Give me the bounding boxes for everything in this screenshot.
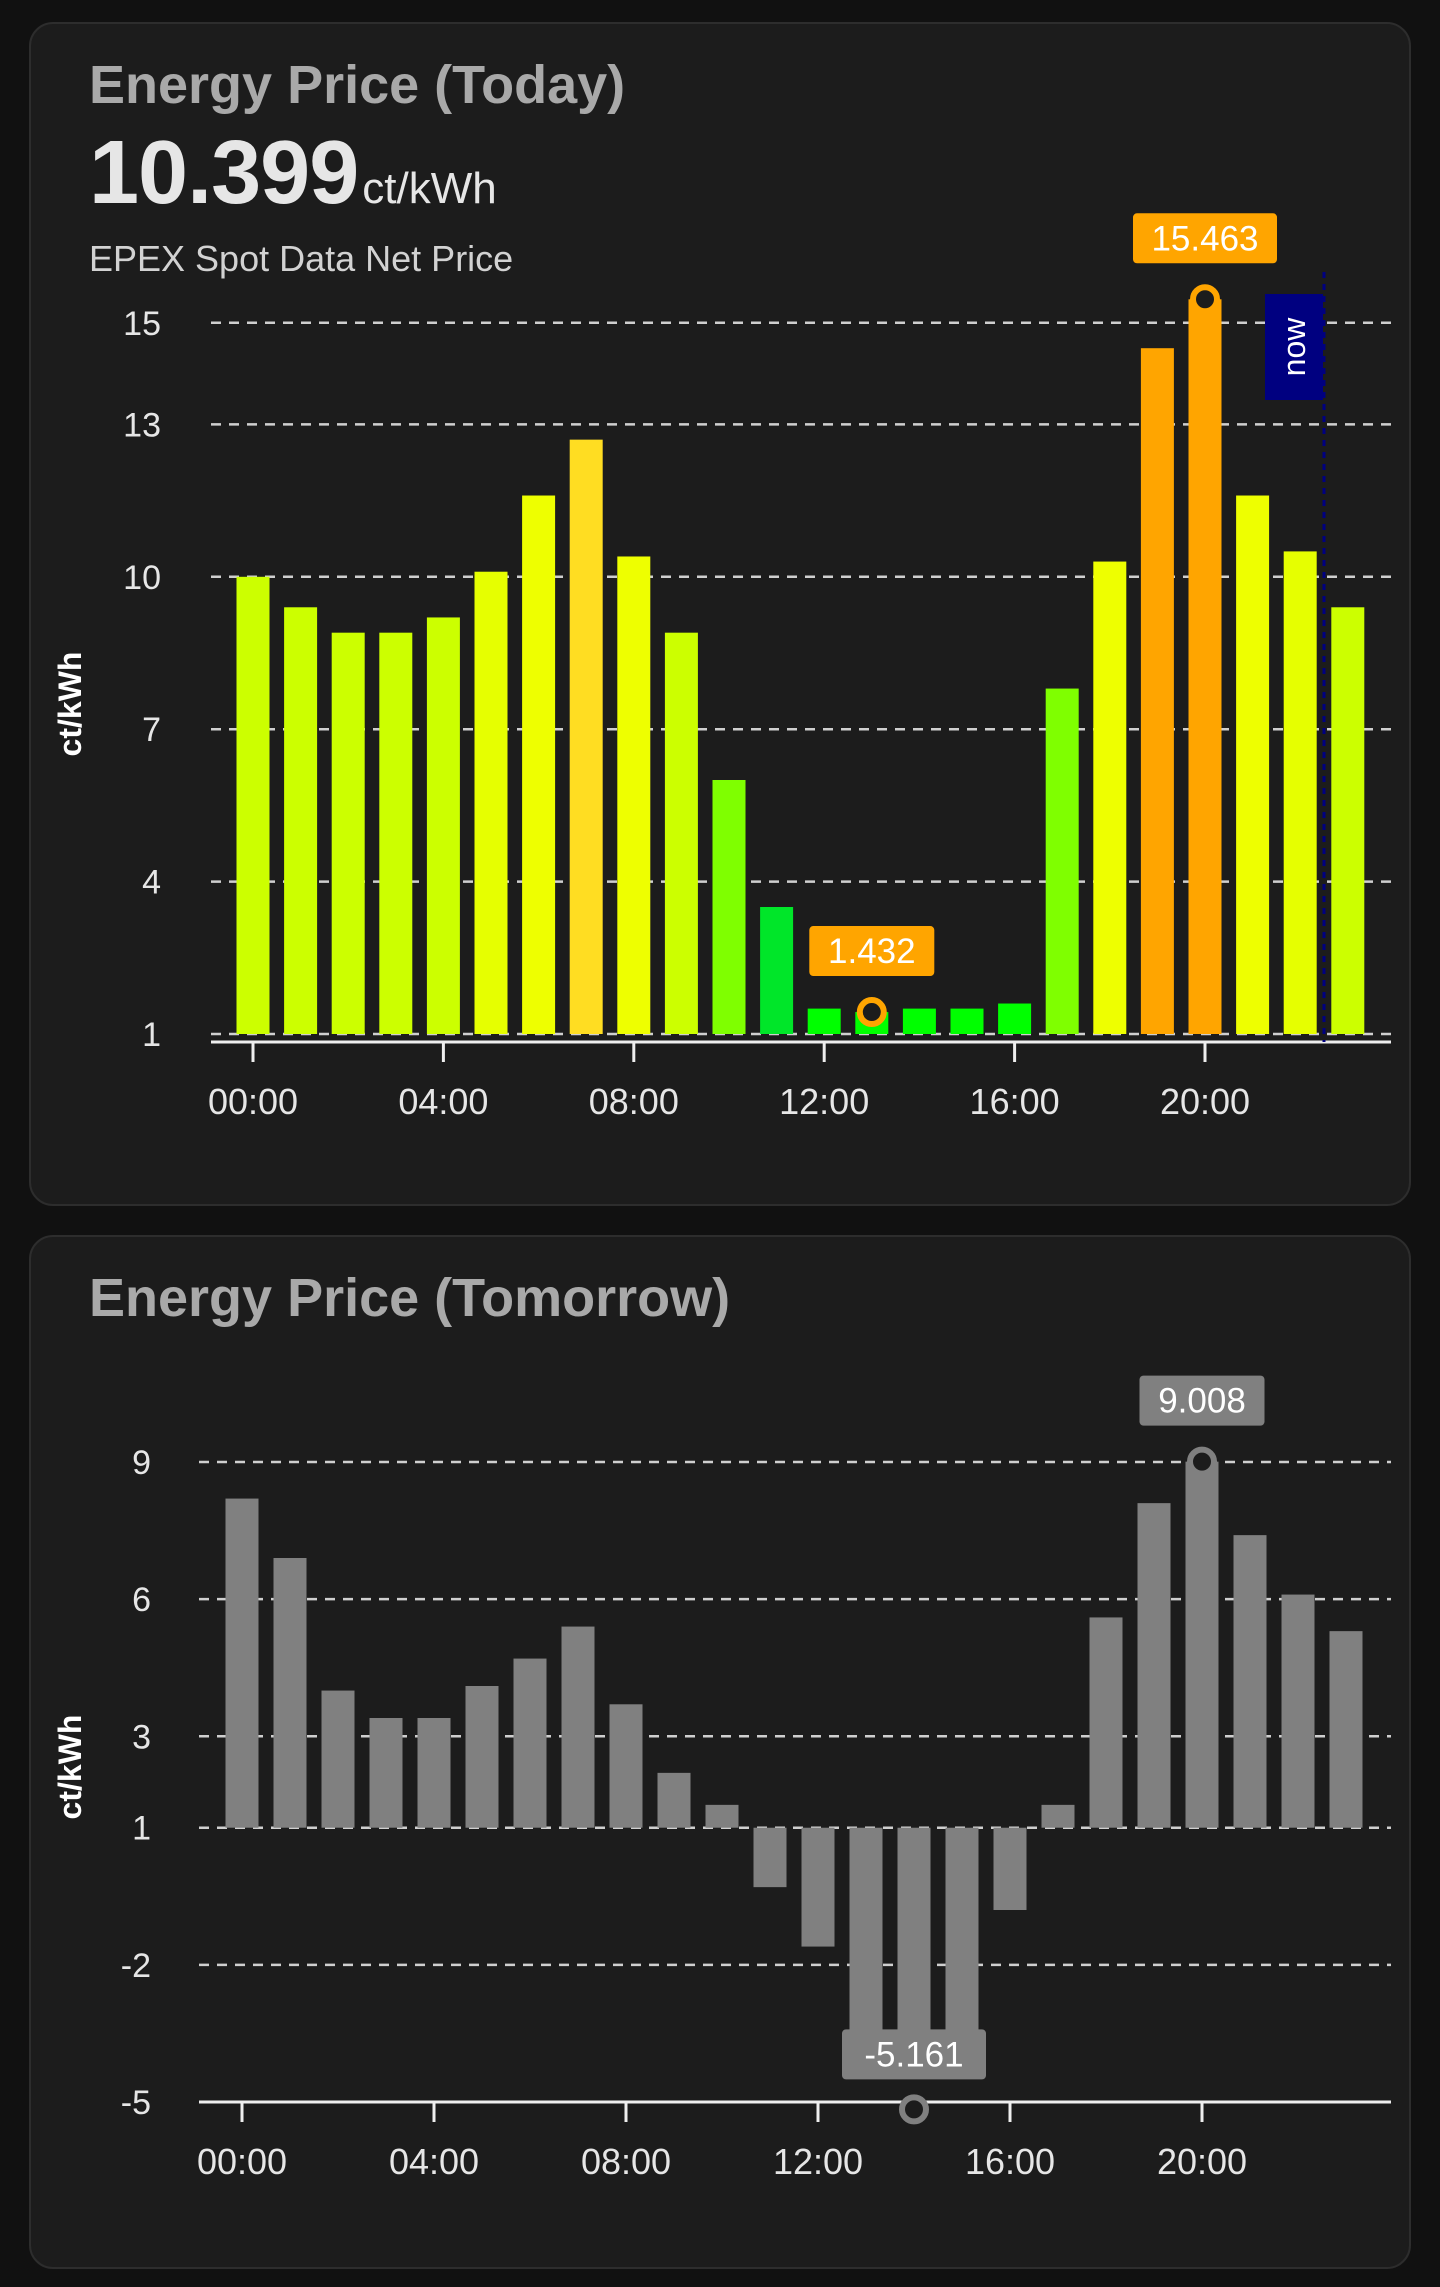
max-label-text: 9.008 bbox=[1158, 1382, 1246, 1421]
y-tick-label: 3 bbox=[132, 1718, 151, 1756]
y-tick-label: 1 bbox=[132, 1810, 151, 1848]
price-bar bbox=[664, 632, 698, 1034]
price-bar bbox=[807, 1008, 841, 1034]
y-axis-label: ct/kWh bbox=[52, 652, 88, 757]
price-bar bbox=[902, 1008, 936, 1034]
price-bar bbox=[617, 556, 651, 1034]
price-bar bbox=[760, 907, 794, 1034]
max-label-text: 15.463 bbox=[1151, 219, 1258, 258]
price-bar bbox=[1140, 348, 1174, 1034]
price-bar bbox=[1233, 1535, 1267, 1828]
price-bar bbox=[331, 632, 365, 1034]
price-bar bbox=[950, 1008, 984, 1034]
price-bar bbox=[465, 1686, 499, 1828]
y-tick-label: 9 bbox=[132, 1444, 151, 1482]
current-price: 10.399ct/kWh bbox=[89, 122, 497, 225]
price-bar bbox=[474, 571, 508, 1034]
price-bar bbox=[379, 632, 413, 1034]
y-tick-label: 15 bbox=[123, 305, 161, 343]
price-bar bbox=[426, 617, 460, 1034]
price-bar bbox=[522, 495, 556, 1034]
tomorrow-card-title: Energy Price (Tomorrow) bbox=[89, 1268, 731, 1328]
price-bar bbox=[801, 1827, 835, 1947]
x-tick-label: 16:00 bbox=[965, 2141, 1055, 2182]
price-bar bbox=[1089, 1617, 1123, 1828]
x-tick-label: 20:00 bbox=[1160, 1081, 1250, 1122]
x-tick-label: 00:00 bbox=[197, 2141, 287, 2182]
today-card-title: Energy Price (Today) bbox=[89, 55, 626, 115]
price-bar bbox=[945, 1827, 979, 2034]
today-price-card: Energy Price (Today) 10.399ct/kWh EPEX S… bbox=[29, 22, 1411, 1206]
x-tick-label: 08:00 bbox=[589, 1081, 679, 1122]
price-bar bbox=[1329, 1631, 1363, 1828]
price-bar bbox=[849, 1827, 883, 2034]
x-tick-label: 00:00 bbox=[208, 1081, 298, 1122]
x-tick-label: 04:00 bbox=[389, 2141, 479, 2182]
max-label-box bbox=[1133, 213, 1277, 264]
today-price-chart: 1 4 7 10 13 15 ct/kWh 00:00 04:00 08:00 12:00 16:00… bbox=[52, 213, 1391, 1122]
price-bar bbox=[998, 1003, 1032, 1034]
price-bar bbox=[225, 1498, 259, 1828]
now-label-text: now bbox=[1276, 317, 1312, 377]
min-label-box bbox=[809, 926, 935, 977]
price-bar bbox=[753, 1827, 787, 1888]
price-bar bbox=[705, 1804, 739, 1828]
price-bar bbox=[1045, 688, 1079, 1034]
y-tick-label: -2 bbox=[121, 1947, 151, 1985]
price-bar bbox=[569, 439, 603, 1034]
x-tick-label: 12:00 bbox=[773, 2141, 863, 2182]
price-bar bbox=[1281, 1594, 1315, 1828]
y-axis-label: ct/kWh bbox=[52, 1715, 88, 1820]
y-tick-label: 7 bbox=[142, 711, 161, 749]
price-bar bbox=[1331, 607, 1365, 1034]
price-bar bbox=[609, 1704, 643, 1828]
max-point-marker bbox=[1190, 284, 1220, 315]
min-label-text: 1.432 bbox=[828, 932, 916, 971]
min-point-marker bbox=[899, 2094, 929, 2125]
price-bar bbox=[417, 1718, 451, 1828]
price-bar bbox=[1185, 1461, 1219, 1828]
price-bar bbox=[1188, 299, 1222, 1034]
tomorrow-price-card: Energy Price (Tomorrow) -5 -2 1 3 6 9 ct/kWh 00… bbox=[29, 1235, 1411, 2269]
current-price-unit: ct/kWh bbox=[362, 164, 497, 213]
min-label-box bbox=[842, 2029, 986, 2080]
y-tick-label: 10 bbox=[123, 559, 161, 597]
price-bar bbox=[993, 1827, 1027, 1910]
today-card-subtitle: EPEX Spot Data Net Price bbox=[89, 238, 514, 279]
price-bar bbox=[1137, 1503, 1171, 1828]
tomorrow-price-chart: -5 -2 1 3 6 9 ct/kWh 00:00 04:00 08:00 12:00 16:00 2… bbox=[52, 1375, 1391, 2182]
price-bar bbox=[1041, 1804, 1075, 1828]
y-tick-label: 4 bbox=[142, 864, 161, 902]
max-point-marker bbox=[1187, 1446, 1217, 1477]
price-bar bbox=[273, 1558, 307, 1828]
min-label-text: -5.161 bbox=[864, 2035, 963, 2074]
y-tick-label: 13 bbox=[123, 406, 161, 444]
now-label-box bbox=[1265, 294, 1323, 400]
price-bar bbox=[321, 1690, 355, 1828]
price-bar bbox=[897, 1827, 931, 2034]
y-tick-label: -5 bbox=[121, 2084, 151, 2122]
price-bar bbox=[1093, 561, 1127, 1034]
x-tick-label: 16:00 bbox=[970, 1081, 1060, 1122]
price-bar bbox=[369, 1718, 403, 1828]
price-bar bbox=[712, 780, 746, 1034]
max-label-box bbox=[1139, 1375, 1265, 1426]
price-bar bbox=[1236, 495, 1270, 1034]
y-tick-label: 1 bbox=[142, 1016, 161, 1054]
current-price-value: 10.399 bbox=[89, 123, 359, 223]
price-bar bbox=[657, 1772, 691, 1828]
price-bar bbox=[1283, 551, 1317, 1034]
x-tick-label: 20:00 bbox=[1157, 2141, 1247, 2182]
x-tick-label: 12:00 bbox=[779, 1081, 869, 1122]
y-tick-label: 6 bbox=[132, 1581, 151, 1619]
x-tick-label: 04:00 bbox=[398, 1081, 488, 1122]
price-bar bbox=[561, 1626, 595, 1828]
price-bar bbox=[513, 1658, 547, 1828]
price-bar bbox=[236, 576, 270, 1034]
x-tick-label: 08:00 bbox=[581, 2141, 671, 2182]
min-point-marker bbox=[856, 997, 887, 1028]
price-bar bbox=[284, 607, 318, 1034]
